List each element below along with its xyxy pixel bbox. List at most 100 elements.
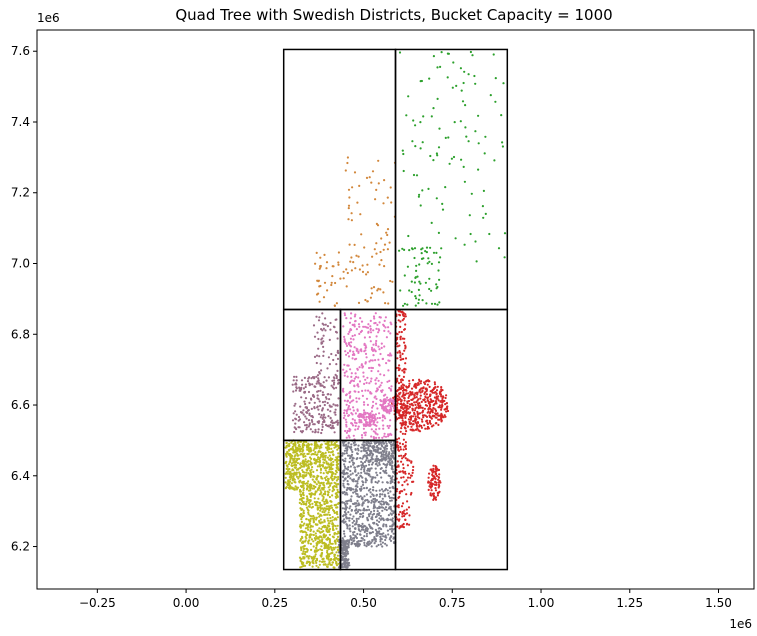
scatter-point-2 [400, 385, 403, 388]
scatter-point-5 [372, 497, 375, 501]
scatter-point-6 [296, 486, 300, 489]
scatter-point-4 [369, 325, 372, 328]
scatter-point-6 [316, 504, 319, 507]
scatter-point-6 [319, 489, 322, 492]
scatter-point-4 [343, 399, 346, 402]
scatter-point-2 [399, 430, 402, 433]
scatter-point-3 [317, 377, 320, 380]
scatter-point-2 [396, 342, 399, 345]
scatter-point-4 [349, 381, 352, 384]
scatter-point-2 [428, 401, 432, 404]
scatter-point-2 [423, 399, 426, 402]
scatter-point-0 [418, 294, 421, 297]
scatter-point-5 [370, 499, 373, 502]
scatter-point-6 [333, 533, 336, 536]
scatter-point-2 [396, 336, 399, 339]
scatter-point-6 [307, 525, 310, 528]
scatter-point-4 [348, 392, 351, 395]
scatter-point-3 [332, 387, 336, 390]
y-tick-label: 7.2 [11, 186, 30, 200]
scatter-point-2 [437, 478, 440, 481]
scatter-point-2 [404, 427, 407, 430]
scatter-point-5 [346, 480, 349, 483]
scatter-point-5 [347, 517, 350, 520]
scatter-point-4 [390, 409, 393, 412]
scatter-point-4 [372, 423, 375, 426]
scatter-point-5 [383, 446, 386, 450]
scatter-point-5 [368, 463, 371, 466]
scatter-point-6 [337, 467, 340, 470]
scatter-point-2 [444, 415, 447, 418]
scatter-point-4 [345, 421, 348, 424]
scatter-point-6 [335, 460, 338, 464]
scatter-point-5 [375, 494, 378, 497]
scatter-point-6 [310, 548, 313, 552]
scatter-point-5 [387, 474, 390, 477]
scatter-point-5 [356, 499, 359, 502]
scatter-point-3 [323, 403, 326, 407]
scatter-point-2 [426, 383, 429, 386]
scatter-point-4 [376, 323, 379, 326]
scatter-point-0 [422, 115, 425, 118]
scatter-point-4 [362, 371, 365, 374]
scatter-point-6 [331, 542, 334, 545]
scatter-point-5 [360, 485, 363, 488]
scatter-point-4 [346, 351, 349, 355]
scatter-point-2 [405, 430, 408, 433]
scatter-point-3 [329, 423, 332, 427]
scatter-point-5 [341, 452, 344, 455]
scatter-point-6 [299, 463, 302, 466]
scatter-point-6 [328, 482, 331, 485]
scatter-point-3 [291, 419, 295, 422]
scatter-point-4 [352, 434, 355, 437]
scatter-point-5 [344, 457, 347, 460]
scatter-point-4 [373, 317, 376, 320]
scatter-point-3 [299, 405, 302, 408]
scatter-point-2 [395, 406, 399, 409]
x-axis: −0.25 0.00 0.25 0.50 0.75 1.00 1.25 1.50 [79, 589, 732, 610]
scatter-point-4 [374, 379, 377, 382]
scatter-point-2 [408, 523, 411, 526]
scatter-point-0 [401, 247, 404, 250]
scatter-point-4 [380, 342, 383, 345]
scatter-point-3 [317, 319, 321, 322]
scatter-point-6 [320, 507, 323, 510]
scatter-point-6 [329, 484, 332, 487]
scatter-point-4 [362, 375, 365, 378]
scatter-point-5 [375, 460, 379, 463]
scatter-point-4 [377, 331, 380, 334]
scatter-point-6 [309, 475, 312, 478]
scatter-point-3 [324, 400, 327, 403]
scatter-point-5 [390, 452, 394, 455]
scatter-point-5 [379, 540, 382, 543]
scatter-point-4 [351, 334, 354, 338]
scatter-point-6 [322, 536, 326, 539]
scatter-point-6 [301, 469, 304, 472]
scatter-point-4 [381, 403, 384, 406]
scatter-point-5 [387, 533, 390, 536]
scatter-point-6 [326, 472, 329, 475]
scatter-point-3 [294, 427, 297, 430]
scatter-point-5 [349, 469, 352, 473]
scatter-point-4 [360, 421, 363, 424]
scatter-point-2 [400, 460, 403, 463]
scatter-point-6 [326, 477, 330, 480]
scatter-point-0 [435, 283, 438, 286]
scatter-point-2 [404, 447, 408, 451]
scatter-point-6 [320, 455, 323, 458]
scatter-point-0 [426, 262, 429, 265]
scatter-point-6 [314, 451, 317, 454]
scatter-point-6 [318, 536, 321, 539]
scatter-point-4 [383, 345, 386, 348]
scatter-point-2 [428, 481, 431, 484]
scatter-point-6 [330, 546, 333, 550]
scatter-point-6 [315, 483, 318, 486]
scatter-point-1 [317, 279, 320, 282]
scatter-point-6 [289, 478, 292, 481]
scatter-point-2 [428, 411, 432, 415]
scatter-point-6 [327, 525, 330, 528]
scatter-point-6 [306, 452, 309, 456]
scatter-point-5 [384, 506, 388, 509]
scatter-point-5 [350, 443, 353, 446]
scatter-point-5 [375, 455, 378, 458]
